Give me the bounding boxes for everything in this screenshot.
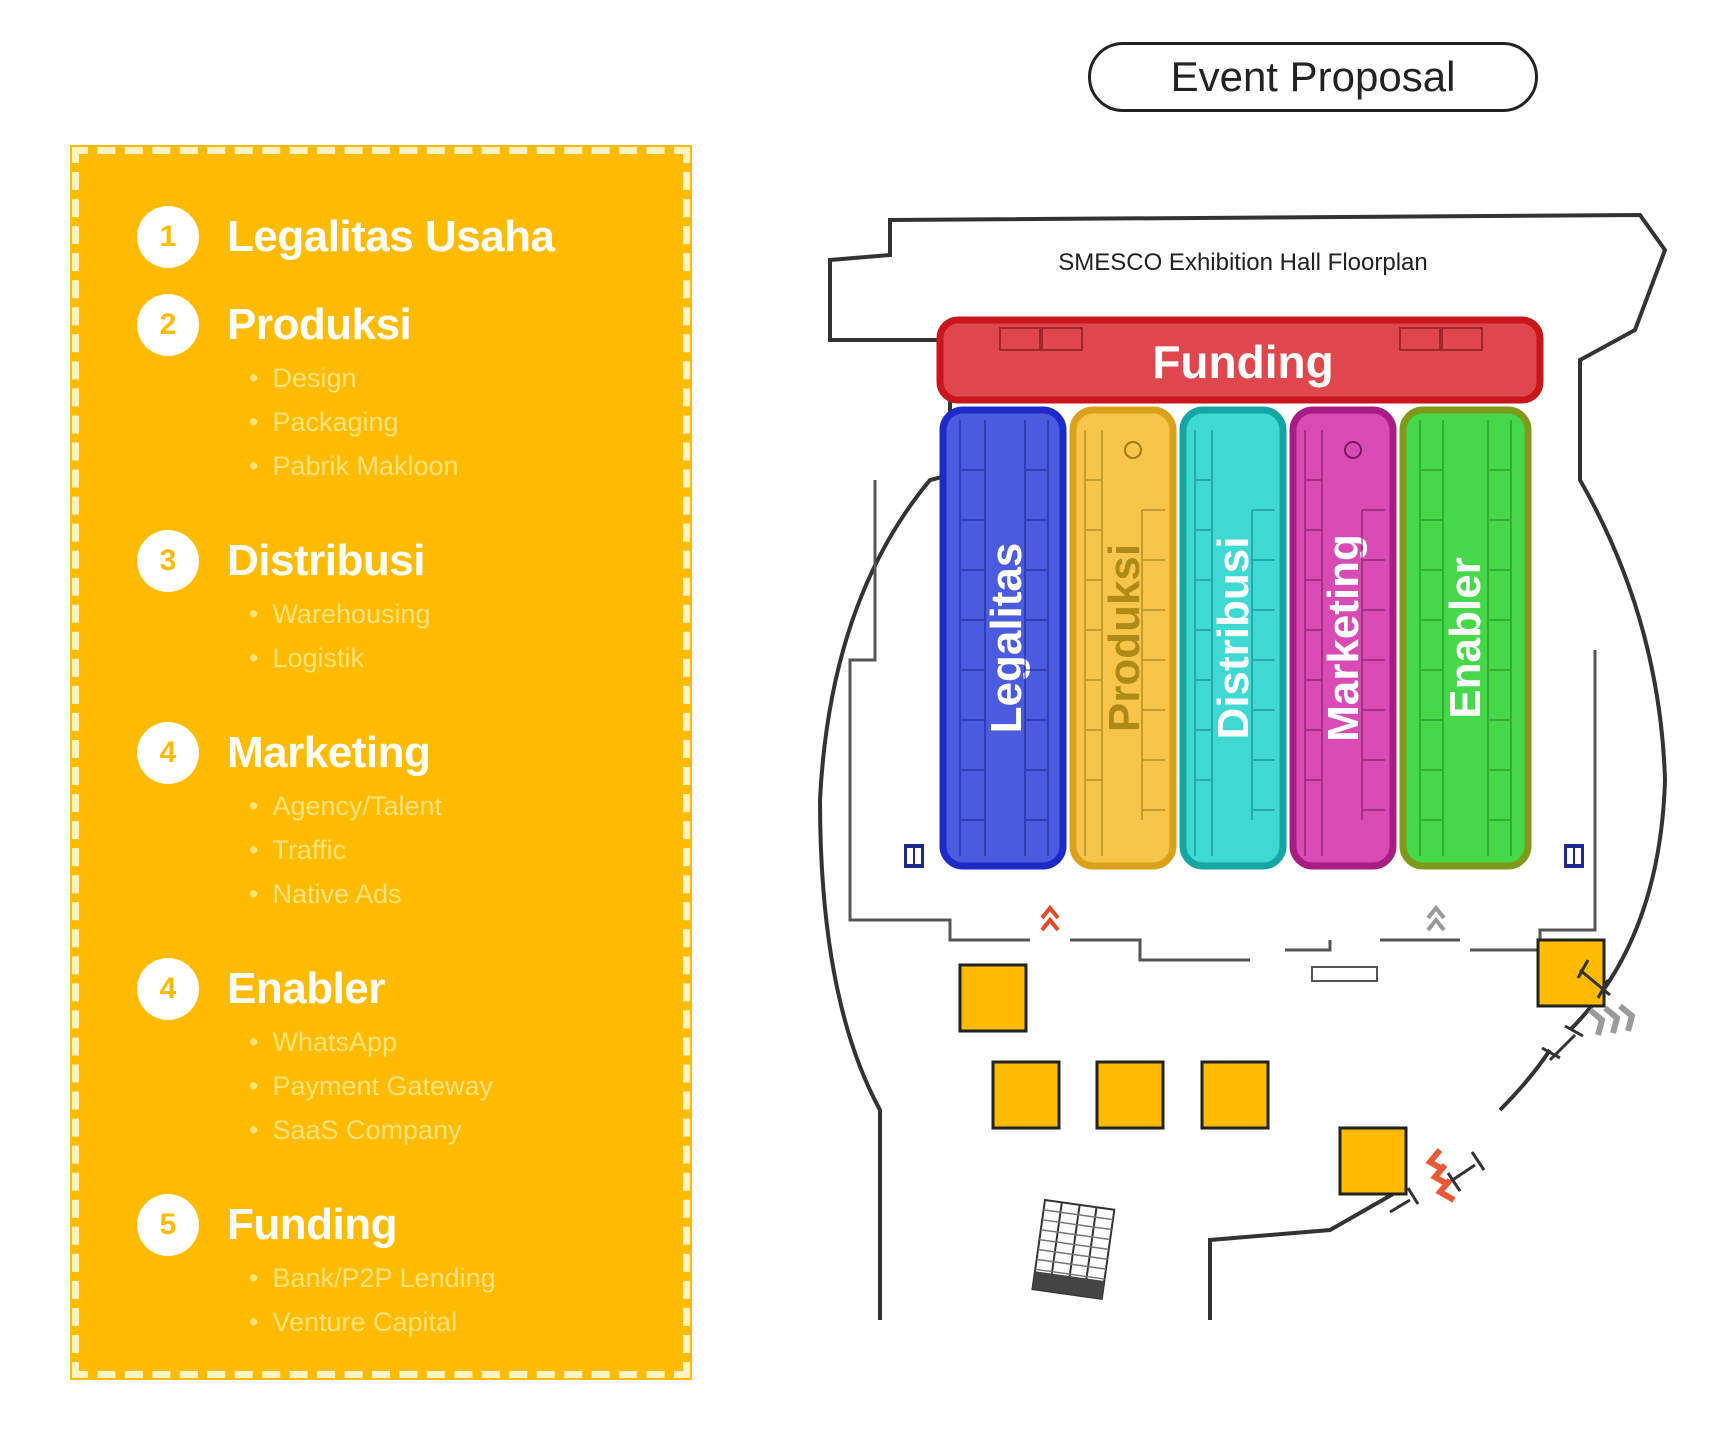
gray-entrance-chevron-icon bbox=[1588, 1003, 1636, 1036]
list-item: Traffic bbox=[249, 828, 442, 872]
distribusi-sublist: Warehousing Logistik bbox=[249, 592, 431, 680]
list-item: SaaS Company bbox=[249, 1108, 493, 1152]
category-card: 1 Legalitas Usaha 2 Produksi Design Pack… bbox=[70, 145, 692, 1380]
category-title: Legalitas Usaha bbox=[227, 212, 555, 261]
list-item: Bank/P2P Lending bbox=[249, 1256, 495, 1300]
category-number-badge: 5 bbox=[137, 1194, 199, 1256]
category-number-badge: 1 bbox=[137, 206, 199, 268]
category-produksi: 2 Produksi bbox=[137, 294, 412, 356]
booth-square bbox=[991, 1060, 1061, 1130]
zone-funding: Funding bbox=[936, 316, 1544, 404]
zone-label-produksi: Produksi bbox=[1100, 544, 1149, 732]
produksi-sublist: Design Packaging Pabrik Makloon bbox=[249, 356, 459, 488]
booth-outline bbox=[1441, 327, 1483, 351]
marketing-sublist: Agency/Talent Traffic Native Ads bbox=[249, 784, 442, 916]
elevator-icon bbox=[1564, 844, 1584, 868]
zone-label-enabler: Enabler bbox=[1441, 557, 1490, 718]
booth-grid bbox=[959, 420, 1512, 856]
sign-label-box bbox=[1311, 966, 1378, 982]
booth-square bbox=[1095, 1060, 1165, 1130]
category-enabler: 4 Enabler bbox=[137, 958, 385, 1020]
zone-label-marketing: Marketing bbox=[1319, 534, 1368, 742]
category-title: Produksi bbox=[227, 300, 412, 349]
list-item: Packaging bbox=[249, 400, 459, 444]
zone-enabler: Enabler bbox=[1399, 406, 1532, 870]
red-entrance-chevron-icon bbox=[1425, 1148, 1456, 1203]
category-distribusi: 3 Distribusi bbox=[137, 530, 425, 592]
list-item: Pabrik Makloon bbox=[249, 444, 458, 488]
category-number-badge: 2 bbox=[137, 294, 199, 356]
funding-sublist: Bank/P2P Lending Venture Capital bbox=[249, 1256, 496, 1344]
door-icon bbox=[1576, 959, 1611, 999]
enabler-sublist: WhatsApp Payment Gateway SaaS Company bbox=[249, 1020, 493, 1152]
category-title: Enabler bbox=[227, 964, 385, 1013]
elevator-icon bbox=[904, 844, 924, 868]
zone-produksi: Produksi bbox=[1069, 406, 1177, 870]
zone-label-funding: Funding bbox=[1152, 336, 1333, 388]
inner-wall-bottom bbox=[1070, 938, 1460, 962]
hall-outline bbox=[817, 212, 1668, 1320]
entrance-chevron-icon bbox=[1426, 904, 1446, 932]
zone-legalitas: Legalitas bbox=[939, 406, 1067, 870]
zone-label-distribusi: Distribusi bbox=[1209, 537, 1258, 740]
entrance-chevron-icon bbox=[1040, 904, 1060, 932]
list-item: Agency/Talent bbox=[249, 784, 442, 828]
zone-distribusi: Distribusi bbox=[1179, 406, 1287, 870]
list-item: Design bbox=[249, 356, 459, 400]
marker-dot bbox=[1124, 441, 1142, 459]
category-title: Distribusi bbox=[227, 536, 425, 585]
floorplan-diagram: SMESCO Exhibition Hall Floorplan Funding… bbox=[817, 212, 1668, 1320]
category-marketing: 4 Marketing bbox=[137, 722, 431, 784]
category-number-badge: 3 bbox=[137, 530, 199, 592]
floorplan-title: SMESCO Exhibition Hall Floorplan bbox=[1058, 249, 1427, 276]
category-funding: 5 Funding bbox=[137, 1194, 398, 1256]
booth-square bbox=[1338, 1126, 1408, 1196]
lower-wall bbox=[1208, 1048, 1552, 1320]
category-legalitas: 1 Legalitas Usaha bbox=[137, 206, 555, 268]
escalator-icon bbox=[1031, 1198, 1116, 1300]
booth-outline bbox=[999, 327, 1041, 351]
category-number-badge: 4 bbox=[137, 958, 199, 1020]
category-title: Funding bbox=[227, 1200, 398, 1249]
zone-marketing: Marketing bbox=[1289, 406, 1397, 870]
event-proposal-title: Event Proposal bbox=[1088, 42, 1538, 112]
door-icon bbox=[1444, 1151, 1486, 1192]
door-icon bbox=[1541, 1024, 1584, 1062]
list-item: Payment Gateway bbox=[249, 1064, 493, 1108]
list-item: Native Ads bbox=[249, 872, 442, 916]
inner-wall-left bbox=[848, 480, 1030, 942]
category-title: Marketing bbox=[227, 728, 431, 777]
door-icon bbox=[1389, 1187, 1420, 1214]
booth-square bbox=[1200, 1060, 1270, 1130]
booth-outline bbox=[1399, 327, 1441, 351]
list-item: Warehousing bbox=[249, 592, 430, 636]
inner-wall-right bbox=[1470, 650, 1597, 952]
category-number-badge: 4 bbox=[137, 722, 199, 784]
zone-label-legalitas: Legalitas bbox=[982, 543, 1031, 734]
list-item: WhatsApp bbox=[249, 1020, 493, 1064]
marker-dot bbox=[1344, 441, 1362, 459]
booth-square bbox=[958, 963, 1028, 1033]
booth-square bbox=[1536, 938, 1606, 1008]
list-item: Venture Capital bbox=[249, 1300, 496, 1344]
booth-outline bbox=[1041, 327, 1083, 351]
list-item: Logistik bbox=[249, 636, 431, 680]
